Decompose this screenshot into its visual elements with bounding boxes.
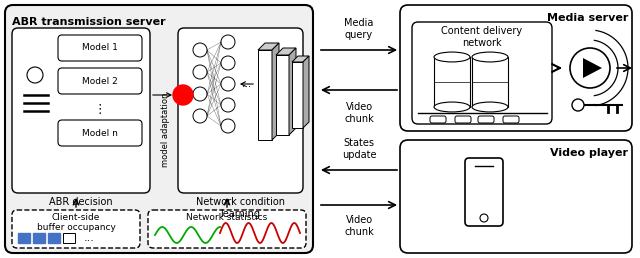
FancyBboxPatch shape (412, 22, 552, 124)
Text: ABR decision: ABR decision (49, 197, 113, 207)
Polygon shape (289, 48, 296, 135)
Bar (48, 233, 60, 243)
Text: Video
chunk: Video chunk (344, 102, 374, 124)
Bar (292, 62, 303, 128)
Circle shape (221, 77, 235, 91)
FancyBboxPatch shape (430, 116, 446, 123)
Ellipse shape (472, 52, 508, 62)
FancyBboxPatch shape (503, 116, 519, 123)
Ellipse shape (434, 102, 470, 112)
FancyBboxPatch shape (455, 116, 471, 123)
Circle shape (193, 109, 207, 123)
Text: Video
chunk: Video chunk (344, 215, 374, 237)
FancyBboxPatch shape (12, 210, 140, 248)
FancyBboxPatch shape (58, 68, 142, 94)
FancyBboxPatch shape (58, 35, 142, 61)
Polygon shape (272, 43, 279, 140)
Circle shape (193, 65, 207, 79)
Text: Video player: Video player (550, 148, 628, 158)
Polygon shape (276, 48, 296, 55)
Bar (276, 55, 289, 135)
Circle shape (193, 43, 207, 57)
Text: Network statistics: Network statistics (186, 213, 268, 222)
Circle shape (221, 119, 235, 133)
Text: model adaptation: model adaptation (161, 93, 170, 167)
FancyBboxPatch shape (58, 120, 142, 146)
Polygon shape (303, 56, 309, 128)
FancyBboxPatch shape (465, 158, 503, 226)
Polygon shape (583, 58, 602, 78)
Text: ⋮: ⋮ (93, 102, 106, 116)
Bar (472, 57, 508, 107)
Text: ABR transmission server: ABR transmission server (12, 17, 166, 27)
FancyBboxPatch shape (12, 28, 150, 193)
Text: Model 2: Model 2 (82, 77, 118, 85)
FancyBboxPatch shape (148, 210, 306, 248)
Polygon shape (292, 56, 309, 62)
Bar (63, 233, 75, 243)
Ellipse shape (472, 102, 508, 112)
Circle shape (221, 56, 235, 70)
FancyBboxPatch shape (478, 116, 494, 123)
Text: Media server: Media server (547, 13, 628, 23)
Circle shape (27, 67, 43, 83)
Bar (434, 57, 470, 107)
Circle shape (480, 214, 488, 222)
Text: Model 1: Model 1 (82, 44, 118, 52)
Text: Content delivery
network: Content delivery network (442, 26, 523, 47)
Circle shape (193, 87, 207, 101)
Text: Network condition
learning: Network condition learning (195, 197, 285, 219)
Text: ...: ... (84, 233, 95, 243)
Text: States
update: States update (342, 138, 376, 160)
FancyBboxPatch shape (400, 140, 632, 253)
Ellipse shape (434, 52, 470, 62)
Circle shape (572, 99, 584, 111)
Bar (18, 233, 30, 243)
Text: Client-side
buffer occupancy: Client-side buffer occupancy (36, 213, 115, 232)
Text: Model n: Model n (82, 128, 118, 138)
Text: Media
query: Media query (344, 18, 374, 40)
Text: ...: ... (242, 79, 251, 89)
Circle shape (221, 98, 235, 112)
FancyBboxPatch shape (400, 5, 632, 131)
Circle shape (221, 35, 235, 49)
Circle shape (173, 85, 193, 105)
Bar (258, 50, 272, 140)
FancyBboxPatch shape (178, 28, 303, 193)
FancyBboxPatch shape (5, 5, 313, 253)
Circle shape (570, 48, 610, 88)
Bar (33, 233, 45, 243)
Polygon shape (258, 43, 279, 50)
